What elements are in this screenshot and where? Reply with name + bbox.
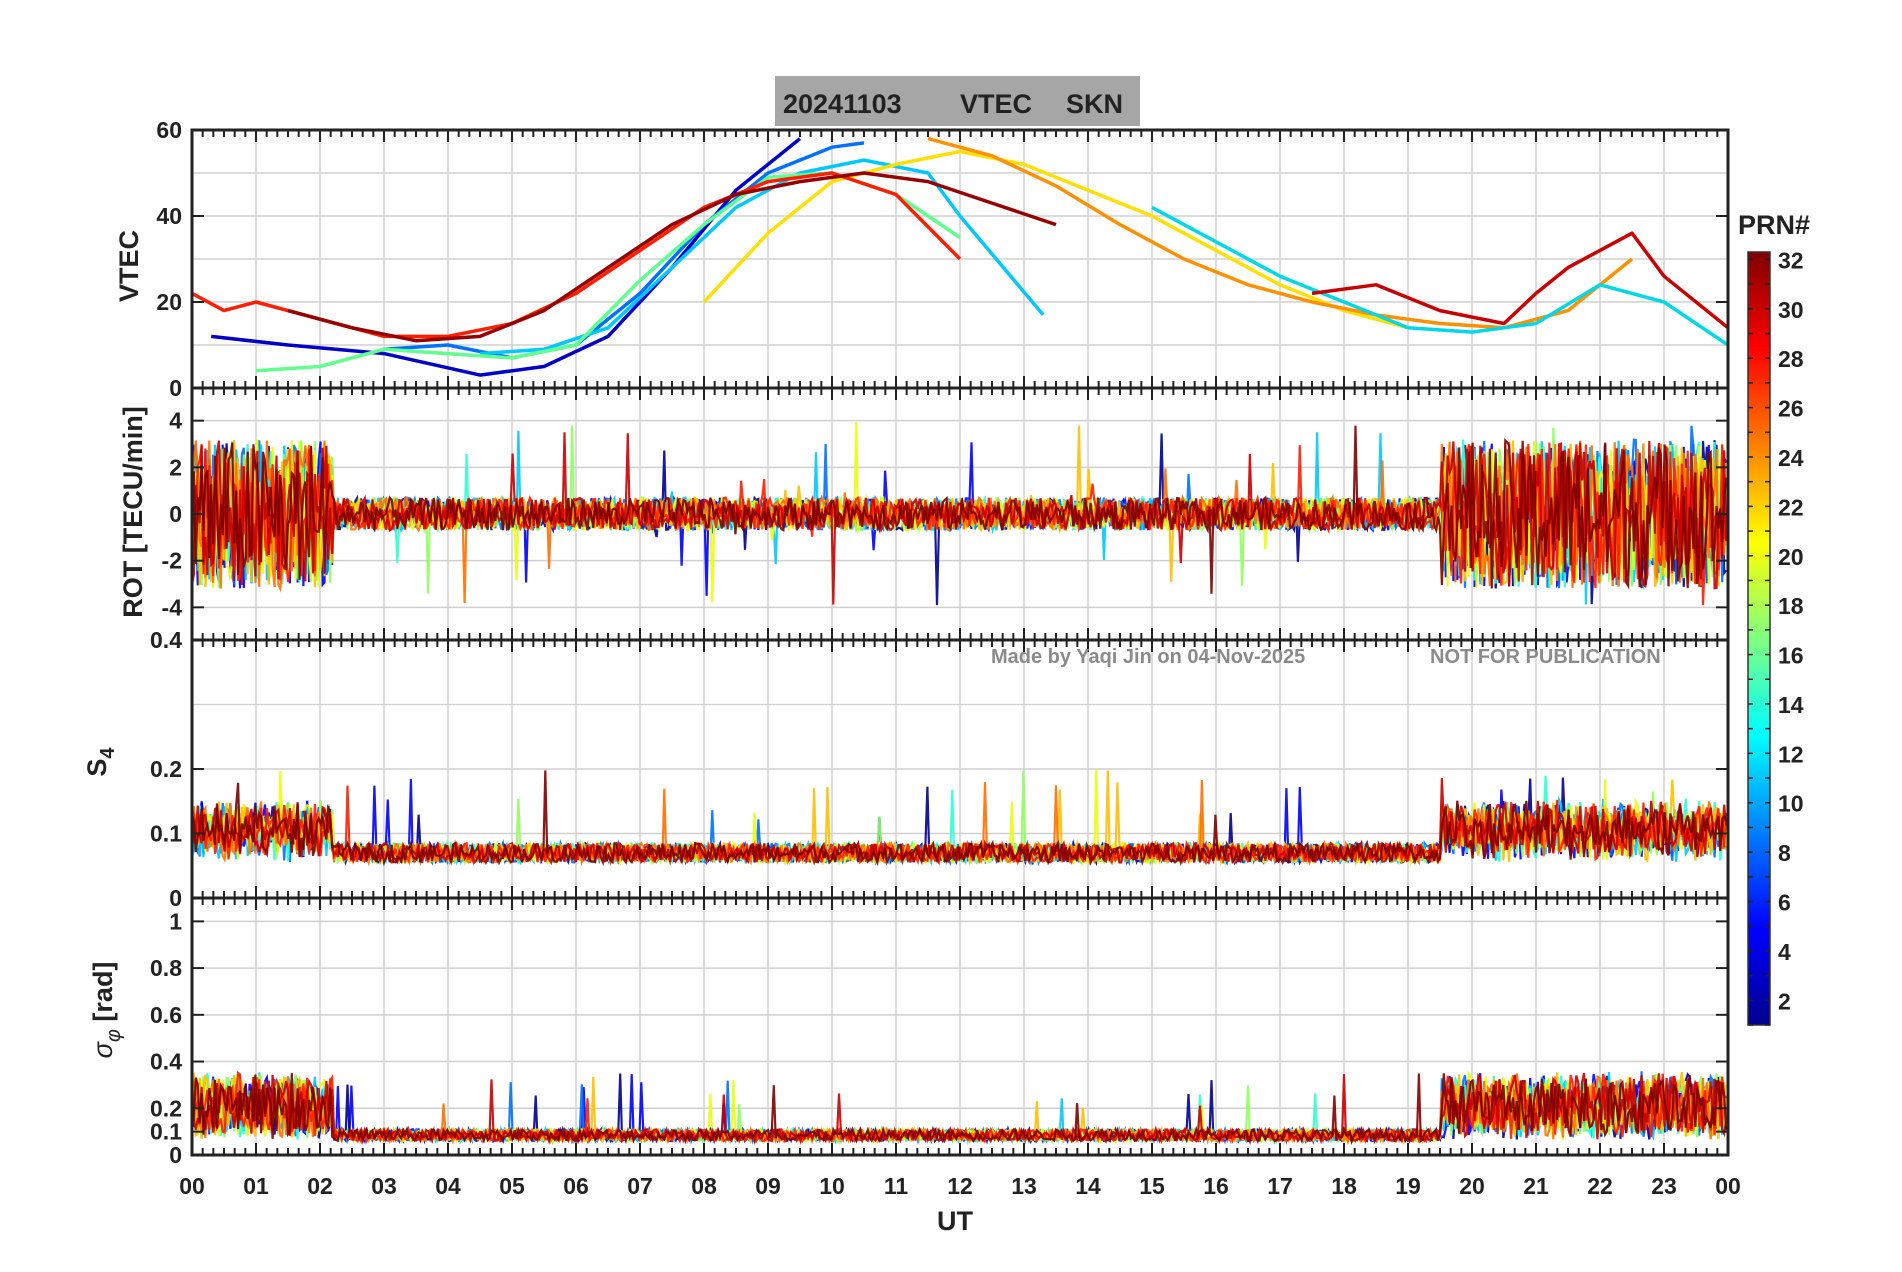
colorbar-tick-label: 14 <box>1778 692 1804 718</box>
colorbar-tick-label: 10 <box>1778 791 1804 817</box>
noise-trace <box>192 425 1728 594</box>
y-tick-label: 0 <box>169 501 182 527</box>
colorbar-tick-label: 6 <box>1778 890 1791 916</box>
y-tick-label: 0 <box>169 375 182 401</box>
x-tick-label: 12 <box>947 1173 973 1199</box>
colorbar <box>1747 251 1771 1026</box>
x-tick-label: 19 <box>1395 1173 1421 1199</box>
y-tick-label: 0.4 <box>150 627 182 653</box>
x-tick-label: 00 <box>1715 1173 1741 1199</box>
y-tick-label: 0.6 <box>150 1002 182 1028</box>
sigma-phi-panel: 00.10.2 0.4 0.6 0.8 1 <box>150 896 1730 1168</box>
colorbar-tick-label: 4 <box>1778 939 1791 965</box>
y-tick-label: 0.8 <box>150 955 182 981</box>
trace-group <box>192 421 1728 606</box>
colorbar-tick-label: 22 <box>1778 494 1804 520</box>
x-tick-label: 05 <box>499 1173 525 1199</box>
x-tick-label: 08 <box>691 1173 717 1199</box>
y-tick-label: 20 <box>156 289 182 315</box>
x-axis-label: UT <box>937 1206 973 1236</box>
colorbar-ticks: 32 30 28 26 24 22 20 18 16 14 12 10 8 6 4 2 <box>1748 247 1804 1026</box>
x-tick-label: 22 <box>1587 1173 1613 1199</box>
x-tick-label: 21 <box>1523 1173 1549 1199</box>
x-axis-ticks: 00 01 02 03 04 05 06 07 08 09 10 11 12 13 14 15 16 17 18 19… <box>179 1173 1741 1199</box>
noise-trace <box>192 1073 1728 1146</box>
x-tick-label: 00 <box>179 1173 205 1199</box>
y-tick-label: 0 <box>169 1142 182 1168</box>
vtec-series-line <box>479 158 1045 356</box>
trace-group <box>192 136 1728 377</box>
vtec-series-line <box>192 171 962 339</box>
x-tick-label: 13 <box>1011 1173 1037 1199</box>
x-tick-label: 01 <box>243 1173 269 1199</box>
y-tick-label: 0 <box>169 885 182 911</box>
title-date: 20241103 <box>783 89 902 119</box>
x-tick-label: 03 <box>371 1173 397 1199</box>
watermark-notice: NOT FOR PUBLICATION <box>1430 646 1661 668</box>
vtec-ylabel: VTEC <box>114 230 144 302</box>
colorbar-tick-label: 20 <box>1778 544 1804 570</box>
colorbar-tick-label: 26 <box>1778 396 1804 422</box>
y-tick-label: 40 <box>156 203 182 229</box>
sigma-ylabel: σφ [rad] <box>88 962 125 1059</box>
x-tick-label: 16 <box>1203 1173 1229 1199</box>
watermark-made-by: Made by Yaqi Jin on 04-Nov-2025 <box>991 646 1305 668</box>
x-tick-label: 06 <box>563 1173 589 1199</box>
y-tick-label: 0.4 <box>150 1049 182 1075</box>
noise-trace <box>192 432 1728 605</box>
vtec-series-line <box>287 171 1057 343</box>
y-tick-label: 0.1 <box>150 821 182 847</box>
vtec-series-line <box>1151 205 1728 347</box>
trace-group <box>192 1070 1728 1146</box>
title-box <box>775 76 1140 126</box>
vtec-series-line <box>383 141 865 360</box>
x-tick-label: 18 <box>1331 1173 1357 1199</box>
colorbar-label: PRN# <box>1738 210 1810 240</box>
x-tick-label: 23 <box>1651 1173 1677 1199</box>
rot-ylabel: ROT [TECU/min] <box>118 406 148 617</box>
colorbar-tick-label: 32 <box>1778 247 1804 273</box>
x-tick-label: 02 <box>307 1173 333 1199</box>
colorbar-tick-label: 16 <box>1778 643 1804 669</box>
vtec-series-line <box>1311 231 1728 330</box>
vtec-series-line <box>702 149 1409 330</box>
s4-panel: 0 0.1 0.2 <box>150 638 1730 911</box>
vtec-series-line <box>211 137 802 377</box>
title-quantity: VTEC <box>960 89 1032 119</box>
colorbar-tick-label: 12 <box>1778 741 1804 767</box>
x-tick-label: 11 <box>884 1173 909 1199</box>
y-tick-label: 0.2 <box>150 756 182 782</box>
x-tick-label: 07 <box>627 1173 653 1199</box>
trace-group <box>192 769 1728 867</box>
colorbar-tick-label: 18 <box>1778 593 1804 619</box>
x-tick-label: 14 <box>1075 1173 1101 1199</box>
noise-trace <box>192 770 1728 867</box>
y-tick-label: 60 <box>156 117 182 143</box>
x-tick-label: 20 <box>1459 1173 1485 1199</box>
y-tick-label: -4 <box>162 594 183 620</box>
x-tick-label: 17 <box>1267 1173 1293 1199</box>
colorbar-tick-label: 24 <box>1778 445 1804 471</box>
s4-ylabel: S4 <box>82 747 119 777</box>
colorbar-tick-label: 2 <box>1778 988 1791 1014</box>
vtec-panel: 0 20 40 60 <box>156 117 1730 401</box>
x-tick-label: 15 <box>1139 1173 1165 1199</box>
x-tick-label: 04 <box>435 1173 461 1199</box>
y-tick-label: 0.2 <box>150 1095 182 1121</box>
y-tick-label: 2 <box>169 454 182 480</box>
colorbar-tick-label: 8 <box>1778 840 1791 866</box>
y-tick-label: 0.1 <box>150 1119 182 1145</box>
y-tick-label: 1 <box>169 908 182 934</box>
y-tick-label: -2 <box>162 548 182 574</box>
x-tick-label: 10 <box>819 1173 845 1199</box>
y-tick-label: 4 <box>169 408 182 434</box>
colorbar-tick-label: 30 <box>1778 297 1804 323</box>
x-tick-label: 09 <box>755 1173 781 1199</box>
title-station: SKN <box>1066 89 1123 119</box>
rot-panel: 4 2 0 -2 -4 0.4 <box>150 386 1730 653</box>
colorbar-tick-label: 28 <box>1778 346 1804 372</box>
